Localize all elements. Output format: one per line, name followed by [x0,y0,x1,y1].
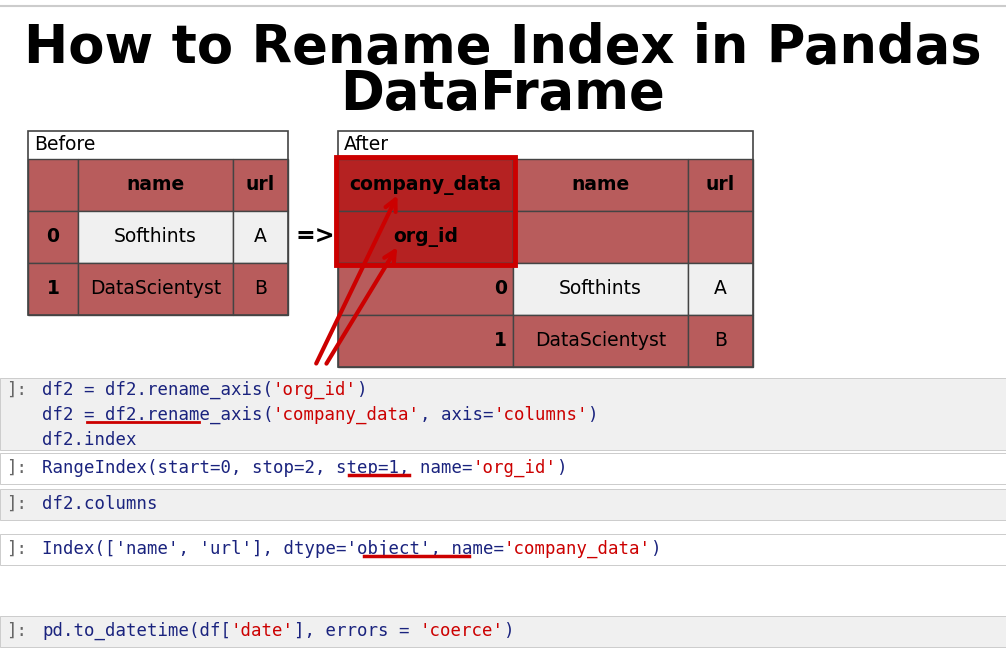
Bar [0,616,1006,647]
Text: df2 = df2.rename_axis(: df2 = df2.rename_axis( [42,381,273,399]
Text: 1: 1 [46,280,59,298]
Bar [513,211,688,263]
Text: ]:: ]: [6,622,27,640]
Text: , axis=: , axis= [420,406,494,424]
Bar [688,159,753,211]
Text: url: url [245,176,275,194]
Bar [0,489,1006,520]
Text: 'company_data': 'company_data' [273,406,420,424]
Text: ], errors =: ], errors = [294,622,420,640]
Text: df2.rename_axis: df2.rename_axis [105,406,263,424]
Text: (: ( [263,406,273,424]
Text: pd.to_datetime(df[: pd.to_datetime(df[ [42,622,231,640]
Text: df2.index: df2.index [42,431,137,449]
Text: 'org_id': 'org_id' [273,381,357,399]
Text: 0: 0 [46,228,59,246]
Text: ): ) [504,622,514,640]
Text: 'org_id': 'org_id' [473,459,556,477]
Bar [78,159,233,211]
Bar [338,159,513,211]
Text: DataScientyst: DataScientyst [90,280,221,298]
Text: url: url [706,176,735,194]
Bar [688,211,753,263]
Bar [338,315,513,367]
Bar [0,453,1006,484]
Text: ): ) [357,381,367,399]
Text: ]:: ]: [6,381,27,399]
Text: ]:: ]: [6,540,27,558]
Text: ): ) [651,540,662,558]
Text: ): ) [588,406,599,424]
Text: ]:: ]: [6,459,27,477]
Text: org_id: org_id [393,227,458,247]
Text: DataFrame: DataFrame [341,68,665,120]
Text: After: After [344,135,389,155]
Bar [233,211,288,263]
Text: 0: 0 [494,280,507,298]
Bar [338,263,513,315]
Text: Softhints: Softhints [559,280,642,298]
Bar [688,263,753,315]
Text: 1: 1 [494,332,507,350]
Bar [233,263,288,315]
Bar [338,211,513,263]
Bar [28,263,78,315]
Text: Index(['name', 'url'], dtype='object', name=: Index(['name', 'url'], dtype='object', n… [42,540,504,558]
Bar [0,378,1006,450]
Text: A: A [714,280,727,298]
Text: df2 =: df2 = [42,406,105,424]
Text: name: name [571,176,630,194]
Text: name: name [127,176,185,194]
Text: 'coerce': 'coerce' [420,622,504,640]
Bar [78,211,233,263]
Bar [28,159,78,211]
Bar [513,315,688,367]
Text: How to Rename Index in Pandas: How to Rename Index in Pandas [24,22,982,74]
Text: 'company_data': 'company_data' [504,540,651,558]
Bar [513,263,688,315]
Text: RangeIndex(start=0, stop=2, step=1, name=: RangeIndex(start=0, stop=2, step=1, name… [42,459,473,477]
Text: df2.columns: df2.columns [42,495,158,513]
Bar [0,534,1006,565]
Bar [233,159,288,211]
Text: company_data: company_data [349,175,502,195]
Text: Softhints: Softhints [114,228,197,246]
Bar [688,315,753,367]
Text: ): ) [556,459,567,477]
Bar [513,159,688,211]
Bar [336,157,515,265]
Text: 'date': 'date' [231,622,294,640]
Text: Before: Before [34,135,96,155]
Text: 'columns': 'columns' [494,406,588,424]
Text: A: A [255,228,267,246]
Text: B: B [714,332,727,350]
Bar [28,131,288,315]
Text: B: B [254,280,267,298]
Bar [78,263,233,315]
Text: DataScientyst: DataScientyst [535,332,666,350]
Text: =>: => [295,225,335,249]
Text: ]:: ]: [6,495,27,513]
Bar [338,131,753,367]
Bar [28,211,78,263]
